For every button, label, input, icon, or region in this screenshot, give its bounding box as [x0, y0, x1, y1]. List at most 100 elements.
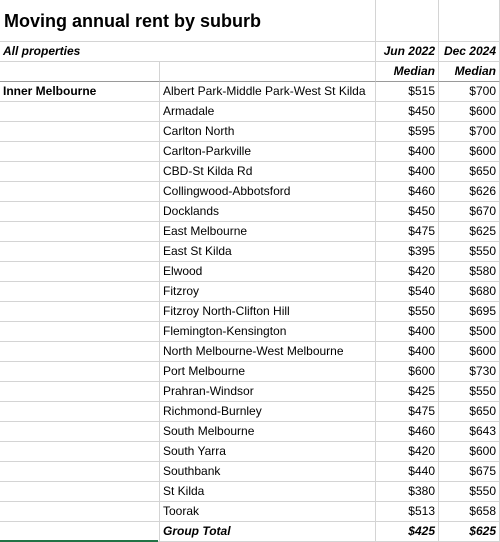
- cell-region-empty[interactable]: [0, 282, 160, 302]
- cell-region-empty[interactable]: [0, 122, 160, 142]
- median-dec-2024-cell[interactable]: $500: [439, 322, 500, 342]
- median-jun-2022-cell[interactable]: $395: [376, 242, 439, 262]
- suburb-cell[interactable]: Fitzroy: [160, 282, 376, 302]
- cell-region-empty[interactable]: [0, 382, 160, 402]
- median-dec-2024-cell[interactable]: $600: [439, 442, 500, 462]
- median-dec-2024-cell[interactable]: $658: [439, 502, 500, 522]
- suburb-cell[interactable]: Docklands: [160, 202, 376, 222]
- median-jun-2022-cell[interactable]: $420: [376, 262, 439, 282]
- median-jun-2022-cell[interactable]: $400: [376, 142, 439, 162]
- suburb-cell[interactable]: Port Melbourne: [160, 362, 376, 382]
- median-dec-2024-cell[interactable]: $680: [439, 282, 500, 302]
- suburb-cell[interactable]: Prahran-Windsor: [160, 382, 376, 402]
- median-jun-2022-cell[interactable]: $400: [376, 322, 439, 342]
- cell-region-empty[interactable]: [0, 502, 160, 522]
- median-jun-2022-cell[interactable]: $460: [376, 182, 439, 202]
- median-jun-2022-cell[interactable]: $440: [376, 462, 439, 482]
- suburb-cell[interactable]: Flemington-Kensington: [160, 322, 376, 342]
- cell-a3[interactable]: [0, 62, 160, 82]
- suburb-cell[interactable]: Fitzroy North-Clifton Hill: [160, 302, 376, 322]
- cell-region-empty[interactable]: [0, 422, 160, 442]
- cell-region-empty[interactable]: [0, 162, 160, 182]
- median-dec-2024-cell[interactable]: $730: [439, 362, 500, 382]
- cell-region-empty[interactable]: [0, 222, 160, 242]
- median-jun-2022-cell[interactable]: $425: [376, 382, 439, 402]
- cell-region-empty[interactable]: [0, 302, 160, 322]
- median-jun-2022-cell[interactable]: $540: [376, 282, 439, 302]
- median-dec-2024-cell[interactable]: $550: [439, 242, 500, 262]
- median-dec-2024-cell[interactable]: $650: [439, 402, 500, 422]
- median-jun-2022-cell[interactable]: $475: [376, 402, 439, 422]
- suburb-cell[interactable]: East St Kilda: [160, 242, 376, 262]
- group-total-label[interactable]: Group Total: [160, 522, 376, 542]
- median-dec-2024-cell[interactable]: $675: [439, 462, 500, 482]
- cell-b1[interactable]: [160, 0, 376, 42]
- suburb-cell[interactable]: St Kilda: [160, 482, 376, 502]
- median-jun-2022-cell[interactable]: $513: [376, 502, 439, 522]
- median-dec-2024-cell[interactable]: $700: [439, 82, 500, 102]
- cell-total-empty[interactable]: [0, 522, 160, 542]
- median-jun-2022-cell[interactable]: $400: [376, 342, 439, 362]
- median-dec-2024-cell[interactable]: $600: [439, 102, 500, 122]
- suburb-cell[interactable]: Albert Park-Middle Park-West St Kilda: [160, 82, 376, 102]
- median-jun-2022-cell[interactable]: $475: [376, 222, 439, 242]
- median-dec-2024-cell[interactable]: $580: [439, 262, 500, 282]
- median-jun-2022-cell[interactable]: $450: [376, 202, 439, 222]
- median-jun-2022-cell[interactable]: $595: [376, 122, 439, 142]
- cell-d1[interactable]: [439, 0, 500, 42]
- median-jun-2022-cell[interactable]: $600: [376, 362, 439, 382]
- suburb-cell[interactable]: Carlton North: [160, 122, 376, 142]
- column-subheader-median-dec[interactable]: Median: [439, 62, 500, 82]
- subtitle-cell[interactable]: All properties: [0, 42, 160, 62]
- median-jun-2022-cell[interactable]: $515: [376, 82, 439, 102]
- suburb-cell[interactable]: Toorak: [160, 502, 376, 522]
- cell-region-empty[interactable]: [0, 202, 160, 222]
- suburb-cell[interactable]: South Melbourne: [160, 422, 376, 442]
- median-jun-2022-cell[interactable]: $450: [376, 102, 439, 122]
- median-dec-2024-cell[interactable]: $600: [439, 342, 500, 362]
- median-jun-2022-cell[interactable]: $400: [376, 162, 439, 182]
- cell-region-empty[interactable]: [0, 482, 160, 502]
- suburb-cell[interactable]: CBD-St Kilda Rd: [160, 162, 376, 182]
- group-total-jun-2022[interactable]: $425: [376, 522, 439, 542]
- suburb-cell[interactable]: Richmond-Burnley: [160, 402, 376, 422]
- suburb-cell[interactable]: North Melbourne-West Melbourne: [160, 342, 376, 362]
- suburb-cell[interactable]: Carlton-Parkville: [160, 142, 376, 162]
- suburb-cell[interactable]: Southbank: [160, 462, 376, 482]
- median-dec-2024-cell[interactable]: $600: [439, 142, 500, 162]
- suburb-cell[interactable]: Armadale: [160, 102, 376, 122]
- cell-region-empty[interactable]: [0, 242, 160, 262]
- median-dec-2024-cell[interactable]: $695: [439, 302, 500, 322]
- cell-region-empty[interactable]: [0, 182, 160, 202]
- cell-region-empty[interactable]: [0, 262, 160, 282]
- median-dec-2024-cell[interactable]: $700: [439, 122, 500, 142]
- cell-a1[interactable]: [0, 0, 160, 42]
- median-dec-2024-cell[interactable]: $626: [439, 182, 500, 202]
- suburb-cell[interactable]: South Yarra: [160, 442, 376, 462]
- cell-c1[interactable]: [376, 0, 439, 42]
- suburb-cell[interactable]: Elwood: [160, 262, 376, 282]
- cell-region-empty[interactable]: [0, 142, 160, 162]
- cell-region-empty[interactable]: [0, 322, 160, 342]
- cell-region-empty[interactable]: [0, 462, 160, 482]
- cell-region-empty[interactable]: [0, 102, 160, 122]
- median-dec-2024-cell[interactable]: $670: [439, 202, 500, 222]
- median-jun-2022-cell[interactable]: $550: [376, 302, 439, 322]
- median-jun-2022-cell[interactable]: $420: [376, 442, 439, 462]
- median-dec-2024-cell[interactable]: $550: [439, 382, 500, 402]
- cell-b2[interactable]: [160, 42, 376, 62]
- cell-region-empty[interactable]: [0, 362, 160, 382]
- suburb-cell[interactable]: Collingwood-Abbotsford: [160, 182, 376, 202]
- cell-region-empty[interactable]: [0, 342, 160, 362]
- cell-b3[interactable]: [160, 62, 376, 82]
- median-dec-2024-cell[interactable]: $625: [439, 222, 500, 242]
- median-dec-2024-cell[interactable]: $550: [439, 482, 500, 502]
- median-jun-2022-cell[interactable]: $460: [376, 422, 439, 442]
- column-header-jun-2022[interactable]: Jun 2022: [376, 42, 439, 62]
- group-total-dec-2024[interactable]: $625: [439, 522, 500, 542]
- cell-region-empty[interactable]: [0, 442, 160, 462]
- cell-region-empty[interactable]: [0, 402, 160, 422]
- suburb-cell[interactable]: East Melbourne: [160, 222, 376, 242]
- median-jun-2022-cell[interactable]: $380: [376, 482, 439, 502]
- median-dec-2024-cell[interactable]: $643: [439, 422, 500, 442]
